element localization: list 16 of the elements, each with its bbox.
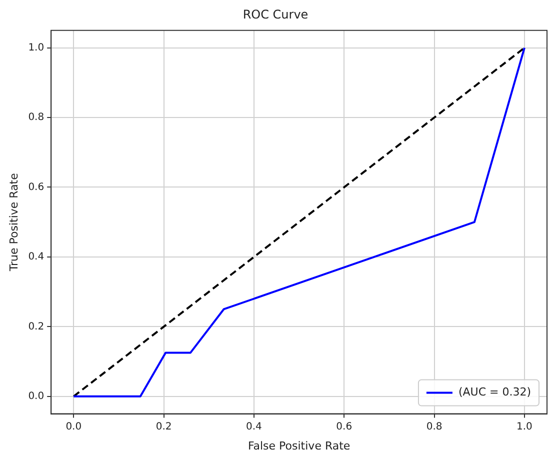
y-tick-label: 0.2 [28, 321, 44, 332]
y-axis-title: True Positive Rate [7, 172, 20, 272]
y-tick-label: 0.6 [28, 182, 44, 193]
x-tick-label: 0.2 [156, 421, 172, 432]
x-tick-label: 1.0 [516, 421, 532, 432]
chart-title: ROC Curve [242, 7, 308, 22]
y-tick-label: 0.4 [28, 252, 44, 263]
x-tick-label: 0.4 [246, 421, 262, 432]
x-tick-label: 0.6 [336, 421, 352, 432]
x-tick-label: 0.8 [426, 421, 442, 432]
y-tick-label: 1.0 [28, 42, 44, 54]
y-tick-label: 0.8 [28, 112, 44, 124]
x-tick-label: 0.0 [66, 421, 82, 432]
x-axis-title: False Positive Rate [248, 439, 350, 452]
y-tick-label: 0.0 [28, 390, 44, 402]
legend-label: (AUC = 0.32) [458, 386, 532, 399]
